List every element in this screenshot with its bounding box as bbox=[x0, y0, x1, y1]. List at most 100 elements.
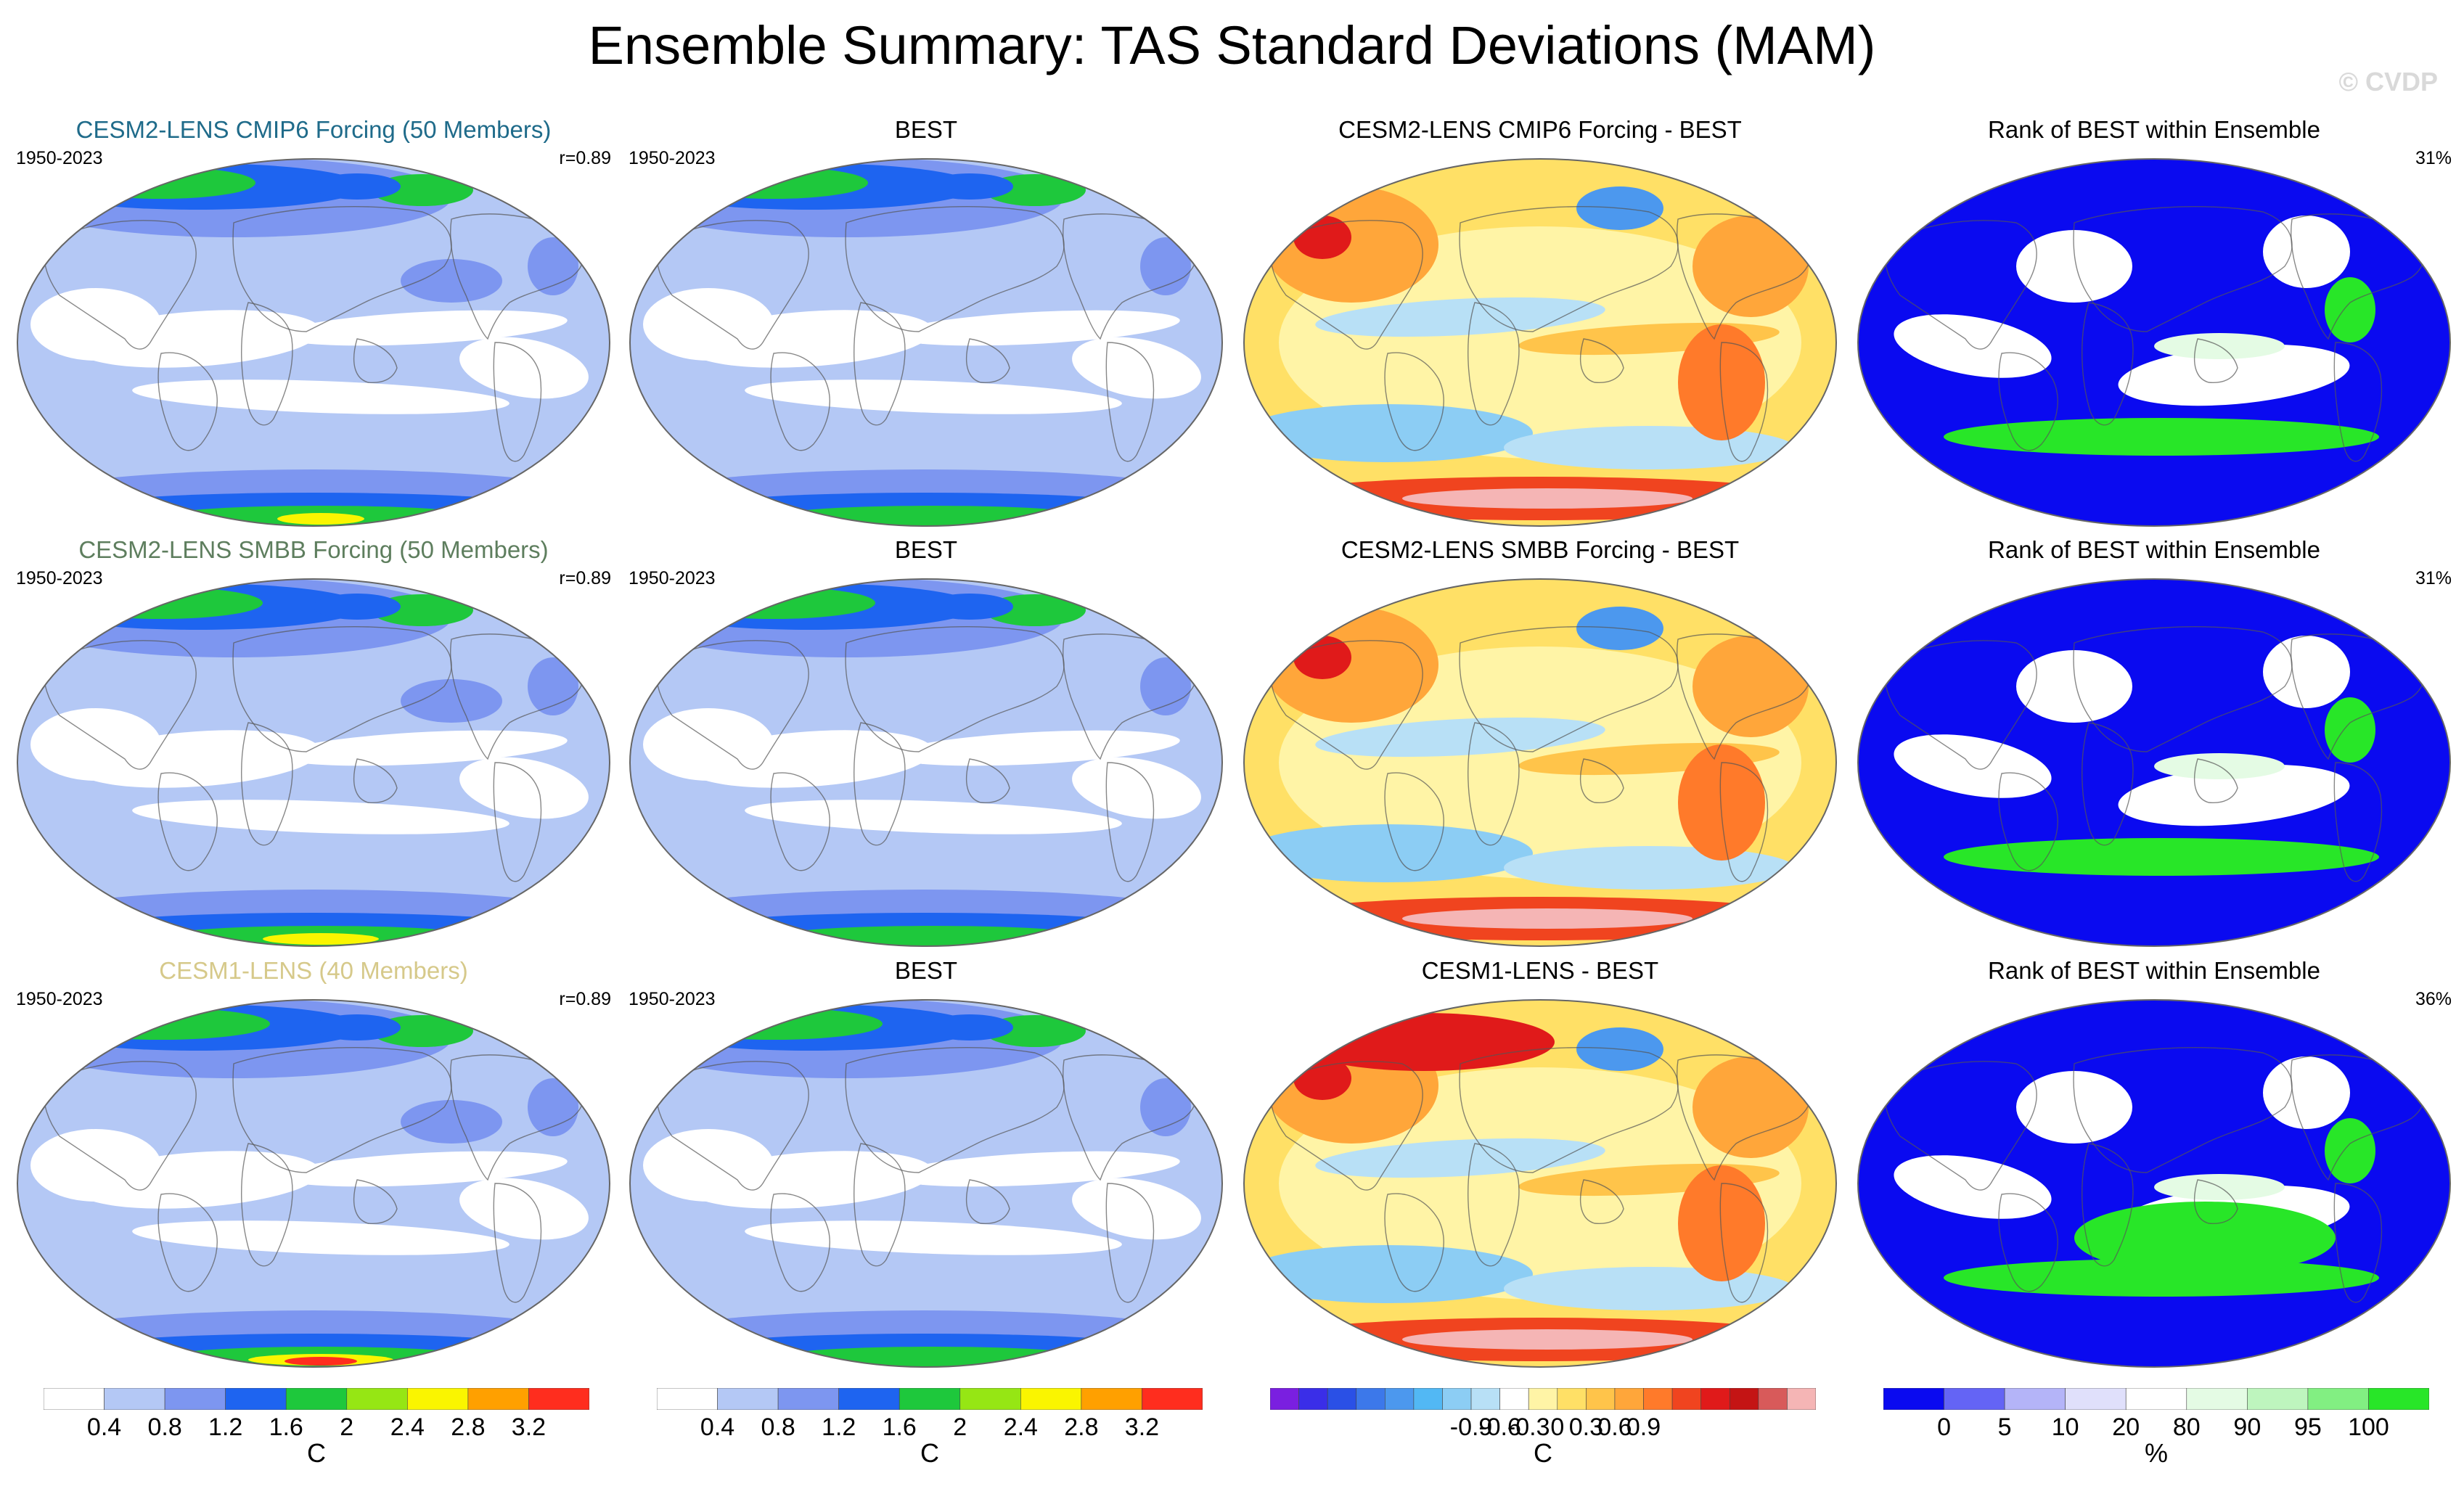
sd-colorbar-1-label: 0.4 bbox=[86, 1413, 122, 1441]
coastline-6 bbox=[1105, 342, 1155, 462]
map-r1c3 bbox=[1243, 158, 1837, 527]
sd-colorbar-2-swatch-4 bbox=[899, 1388, 961, 1410]
coastline-1 bbox=[1384, 772, 1444, 871]
sd-colorbar-2-swatch-6 bbox=[1020, 1388, 1082, 1410]
southern-subtropics-low bbox=[745, 379, 1122, 414]
sd-colorbar-2-label: 2 bbox=[953, 1413, 967, 1441]
panel-title-r3c4: Rank of BEST within Ensemble bbox=[1988, 957, 2320, 984]
copyright-watermark: © CVDP bbox=[2338, 67, 2438, 97]
coastline-2 bbox=[2073, 1047, 2293, 1173]
map-r3c1 bbox=[17, 999, 610, 1368]
equatorial-band bbox=[890, 730, 1180, 766]
map-border bbox=[629, 578, 1223, 947]
map-r1c2 bbox=[629, 158, 1223, 527]
coastlines bbox=[656, 206, 1198, 462]
diff-colorbar-label: 0 bbox=[1550, 1413, 1565, 1441]
rank-colorbar-unit: % bbox=[2144, 1438, 2168, 1468]
coastline-2 bbox=[1459, 206, 1679, 332]
alaska-blue bbox=[314, 594, 401, 620]
diff-south-pacific-cool bbox=[1504, 846, 1794, 890]
map-border bbox=[629, 158, 1223, 527]
sd-colorbar-1-swatch-6 bbox=[407, 1388, 469, 1410]
coastline-6 bbox=[1719, 1183, 1769, 1303]
sd-colorbar-2-label: 1.6 bbox=[882, 1413, 917, 1441]
arctic-hotspot bbox=[741, 592, 770, 604]
atlantic-mid bbox=[1140, 657, 1191, 715]
coastlines bbox=[44, 626, 585, 882]
rank-colorbar-swatch-5 bbox=[2186, 1388, 2248, 1410]
rank-southern-green bbox=[1944, 838, 2379, 876]
sd-colorbar-1-swatch-3 bbox=[225, 1388, 287, 1410]
panel-title-r1c3: CESM2-LENS CMIP6 Forcing - BEST bbox=[1338, 116, 1742, 143]
coastline-6 bbox=[493, 1183, 542, 1303]
sd-colorbar-1-swatch-0 bbox=[44, 1388, 105, 1410]
coastline-0 bbox=[44, 220, 197, 350]
sd-colorbar-1-label: 1.6 bbox=[269, 1413, 303, 1441]
coastline-1 bbox=[157, 772, 218, 871]
south-atlantic-low bbox=[1072, 1178, 1201, 1240]
indian-ocean-low bbox=[30, 288, 161, 361]
diff-colorbar-swatch-6 bbox=[1442, 1388, 1472, 1410]
sd-colorbar-2-label: 0.8 bbox=[761, 1413, 795, 1441]
panel-period-r2c2: 1950-2023 bbox=[629, 568, 716, 588]
siberia-green bbox=[60, 587, 263, 619]
coastline-4 bbox=[965, 758, 1010, 804]
coastline-6 bbox=[1105, 762, 1155, 882]
map-border bbox=[1857, 158, 2451, 527]
atlantic-mid bbox=[1140, 237, 1191, 295]
diff-colorbar-swatch-18 bbox=[1787, 1388, 1816, 1410]
rank-southern-green bbox=[1944, 418, 2379, 456]
map-r3c2 bbox=[629, 999, 1223, 1368]
equatorial-band bbox=[277, 310, 568, 346]
siberia-green bbox=[665, 1008, 883, 1040]
panel-stat-r1c1: r=0.89 bbox=[559, 148, 611, 168]
indian-ocean-low bbox=[643, 288, 774, 361]
coastline-2 bbox=[232, 1047, 452, 1173]
diff-colorbar-swatch-10 bbox=[1557, 1388, 1587, 1410]
rank-colorbar-label: 100 bbox=[2348, 1413, 2389, 1441]
alaska-blue bbox=[926, 173, 1013, 200]
coastline-0 bbox=[1884, 220, 2037, 350]
sd-colorbar-1-label: 1.2 bbox=[208, 1413, 243, 1441]
map-r2c1 bbox=[17, 578, 610, 947]
coastline-3 bbox=[241, 1143, 293, 1267]
map-r1c1 bbox=[17, 158, 610, 527]
rank-colorbar-swatch-0 bbox=[1883, 1388, 1944, 1410]
main-title: Ensemble Summary: TAS Standard Deviation… bbox=[588, 15, 1876, 75]
sd-colorbar-2-label: 0.4 bbox=[700, 1413, 735, 1441]
panel-stat-r2c1: r=0.89 bbox=[559, 568, 611, 588]
antarctic-red bbox=[285, 1357, 357, 1366]
sd-colorbar-1-label: 2.4 bbox=[390, 1413, 425, 1441]
diff-colorbar-swatch-17 bbox=[1758, 1388, 1788, 1410]
diff-colorbar-swatch-8 bbox=[1499, 1388, 1529, 1410]
rank-colorbar-swatch-7 bbox=[2307, 1388, 2369, 1410]
panel-period-r3c1: 1950-2023 bbox=[16, 989, 103, 1009]
rank-white-4 bbox=[2263, 215, 2350, 288]
coastline-4 bbox=[1579, 338, 1624, 384]
coastline-3 bbox=[854, 722, 906, 846]
rank-pacific-green bbox=[2074, 1202, 2336, 1274]
diff-sa-warm bbox=[1678, 744, 1765, 861]
map-r1c4 bbox=[1857, 158, 2451, 527]
coastline-6 bbox=[1105, 1183, 1155, 1303]
sd-colorbar-1-label: 0.8 bbox=[147, 1413, 182, 1441]
coastline-4 bbox=[353, 338, 398, 384]
diff-antarctic-pink bbox=[1402, 1329, 1693, 1350]
coastline-3 bbox=[1468, 302, 1520, 426]
antarctic-green bbox=[774, 926, 1093, 946]
diff-colorbar-swatch-0 bbox=[1270, 1388, 1299, 1410]
coastline-3 bbox=[2082, 302, 2134, 426]
panel-title-r3c2: BEST bbox=[894, 957, 958, 984]
diff-colorbar-unit: C bbox=[1534, 1438, 1552, 1468]
rank-colorbar-swatch-2 bbox=[2004, 1388, 2066, 1410]
coastline-4 bbox=[1579, 1179, 1624, 1225]
coastline-6 bbox=[493, 762, 542, 882]
rank-colorbar-label: 90 bbox=[2233, 1413, 2262, 1441]
diff-southern-cool bbox=[1244, 1245, 1533, 1303]
coastline-3 bbox=[1468, 722, 1520, 846]
antarctic-green bbox=[774, 506, 1093, 526]
diff-colorbar-swatch-4 bbox=[1385, 1388, 1415, 1410]
south-atlantic-low bbox=[459, 1178, 589, 1240]
sd-colorbar-1-label: 3.2 bbox=[511, 1413, 547, 1441]
indian-ocean-low bbox=[643, 1129, 774, 1202]
